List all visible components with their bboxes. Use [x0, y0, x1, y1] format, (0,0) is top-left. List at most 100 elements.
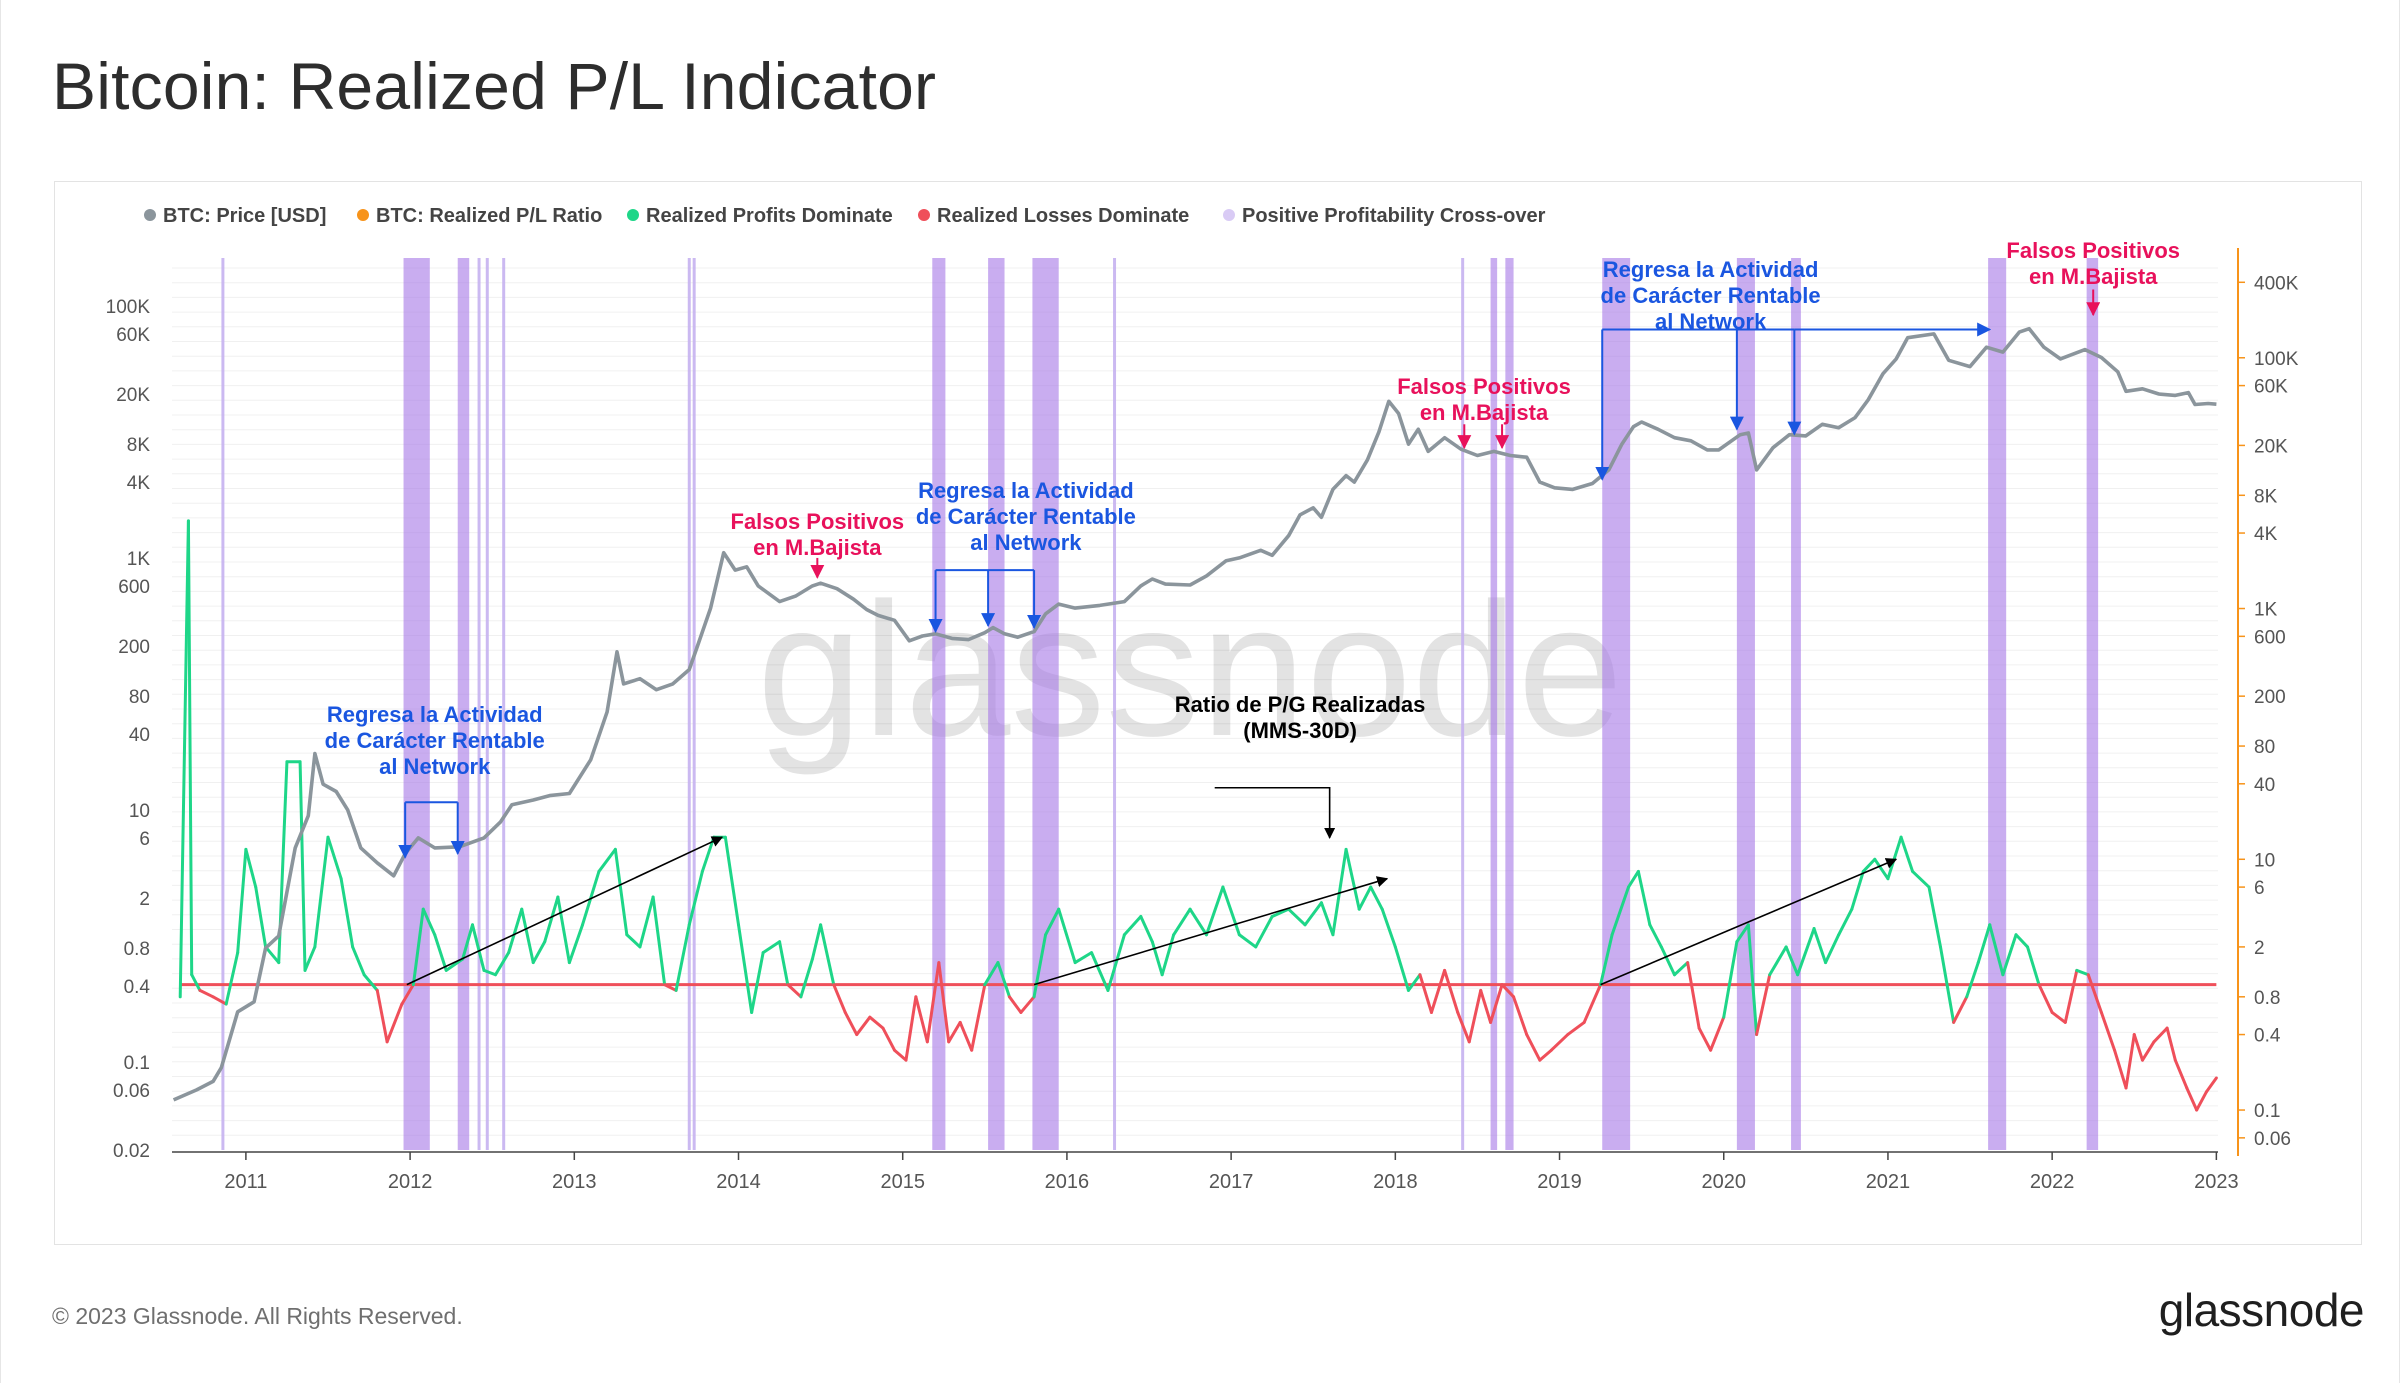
ratio-segment	[2050, 1010, 2067, 1024]
ratio-segment	[244, 847, 258, 889]
ratio-segment	[2165, 1026, 2177, 1062]
ratio-segment	[1837, 907, 1854, 937]
left-tick-label: 200	[118, 637, 150, 658]
ratio-segment	[543, 895, 560, 944]
right-tick-label: 200	[2254, 687, 2286, 708]
right-tick-label: 100K	[2254, 349, 2299, 370]
ratio-segment	[1512, 995, 1529, 1037]
x-tick-label: 2019	[1537, 1171, 1582, 1193]
annotation-text: al Network	[970, 530, 1082, 555]
crossover-line	[221, 258, 225, 1150]
ratio-segment	[1648, 923, 1663, 949]
ratio-segment	[211, 995, 228, 1006]
ratio-segment	[1722, 940, 1739, 1019]
right-tick-label: 0.1	[2254, 1101, 2280, 1122]
ratio-segment	[444, 957, 465, 972]
ratio-segment	[1122, 914, 1143, 937]
ratio-segment	[1965, 961, 1980, 999]
ratio-segment	[1393, 945, 1410, 992]
ratio-segment	[737, 923, 754, 1014]
ratio-segment	[1697, 1026, 1713, 1052]
ratio-segment	[937, 961, 951, 1044]
ratio-segment	[1344, 847, 1361, 911]
ratio-segment	[1303, 901, 1323, 927]
annotation-text: Regresa la Actividad	[327, 702, 543, 727]
footer-copyright: © 2023 Glassnode. All Rights Reserved.	[52, 1303, 463, 1329]
ratio-segment	[868, 1015, 885, 1030]
ratio-segment	[855, 1015, 872, 1037]
right-tick-label: 0.4	[2254, 1026, 2281, 1047]
ratio-segment	[362, 973, 379, 992]
annotation-text: Regresa la Actividad	[1603, 257, 1819, 282]
x-tick-label: 2018	[1373, 1171, 1418, 1193]
watermark-text: glassnode	[757, 564, 1623, 776]
ratio-segment	[1106, 933, 1126, 992]
ratio-segment	[843, 1010, 859, 1037]
ratio-segment	[385, 1002, 404, 1044]
ratio-segment	[799, 957, 814, 999]
crossover-band	[1988, 258, 2007, 1150]
right-tick-label: 80	[2254, 737, 2275, 758]
ratio-segment	[1796, 927, 1816, 977]
left-tick-label: 2	[139, 889, 150, 910]
ratio-segment	[400, 983, 415, 1006]
btc-price-line	[172, 326, 2217, 1102]
ratio-segment	[421, 907, 437, 937]
ratio-segment	[819, 923, 836, 987]
x-tick-label: 2012	[388, 1171, 433, 1193]
ratio-segment	[2063, 968, 2079, 1024]
ratio-segment	[531, 940, 547, 965]
ratio-segment	[1627, 869, 1640, 889]
ratio-segment	[832, 983, 847, 1014]
crossover-bands	[221, 258, 2099, 1150]
right-tick-label: 10	[2254, 850, 2275, 871]
ratio-segment	[2014, 933, 2030, 949]
ratio-segment	[1044, 907, 1061, 937]
crossover-band	[1602, 258, 1631, 1150]
ratio-segment	[1032, 933, 1048, 999]
ratio-segment	[1599, 933, 1614, 987]
ratio-segment	[983, 961, 1000, 987]
annotation-text: de Carácter Rentable	[325, 728, 545, 753]
ratio-segment	[1331, 847, 1348, 937]
ratio-segment	[2086, 973, 2103, 1014]
ratio-segment	[1755, 973, 1772, 1037]
ratio-segment	[1886, 835, 1903, 881]
legend: BTC: Price [USD] BTC: Realized P/L Ratio R…	[144, 205, 1546, 227]
left-tick-label: 4K	[127, 473, 151, 494]
ratio-segment	[1489, 983, 1504, 1024]
crossover-line	[692, 258, 696, 1150]
ratio-segment	[2132, 1033, 2144, 1062]
left-tick-label: 40	[129, 725, 150, 746]
annotation-text: al Network	[379, 754, 491, 779]
crossover-line	[502, 258, 506, 1150]
ratio-segment	[778, 940, 790, 987]
ratio-segment	[1988, 923, 2005, 977]
ratio-segment	[375, 988, 389, 1044]
x-tick-label: 2022	[2030, 1171, 2075, 1193]
ratio-segment	[461, 923, 474, 961]
trend-arrows	[406, 836, 1898, 986]
ratio-segment	[1927, 885, 1942, 949]
ratio-segment	[1221, 885, 1241, 937]
annotation-text: Ratio de P/G Realizadas	[1175, 692, 1426, 717]
ratio-segment	[1467, 988, 1483, 1044]
ratio-segment	[1287, 907, 1307, 927]
annotation-text: en M.Bajista	[753, 535, 882, 560]
ratio-segment	[1057, 907, 1077, 965]
ratio-segment	[2195, 1090, 2209, 1112]
ratio-segment	[1319, 901, 1335, 937]
annotation-text: (MMS-30D)	[1243, 718, 1357, 743]
ratio-segment	[2099, 1010, 2117, 1052]
ratio-segment	[186, 519, 194, 977]
ratio-segment	[613, 847, 629, 937]
ratio-segment	[925, 961, 941, 1044]
ratio-segment	[1270, 907, 1291, 918]
left-tick-label: 100K	[106, 297, 151, 318]
annotation-text: Falsos Positivos	[731, 509, 905, 534]
legend-label: Positive Profitability Cross-over	[1242, 205, 1546, 227]
ratio-segment	[893, 1048, 908, 1062]
ratio-segment	[1237, 933, 1258, 949]
left-tick-label: 8K	[127, 435, 151, 456]
crossover-band	[1032, 258, 1059, 1150]
